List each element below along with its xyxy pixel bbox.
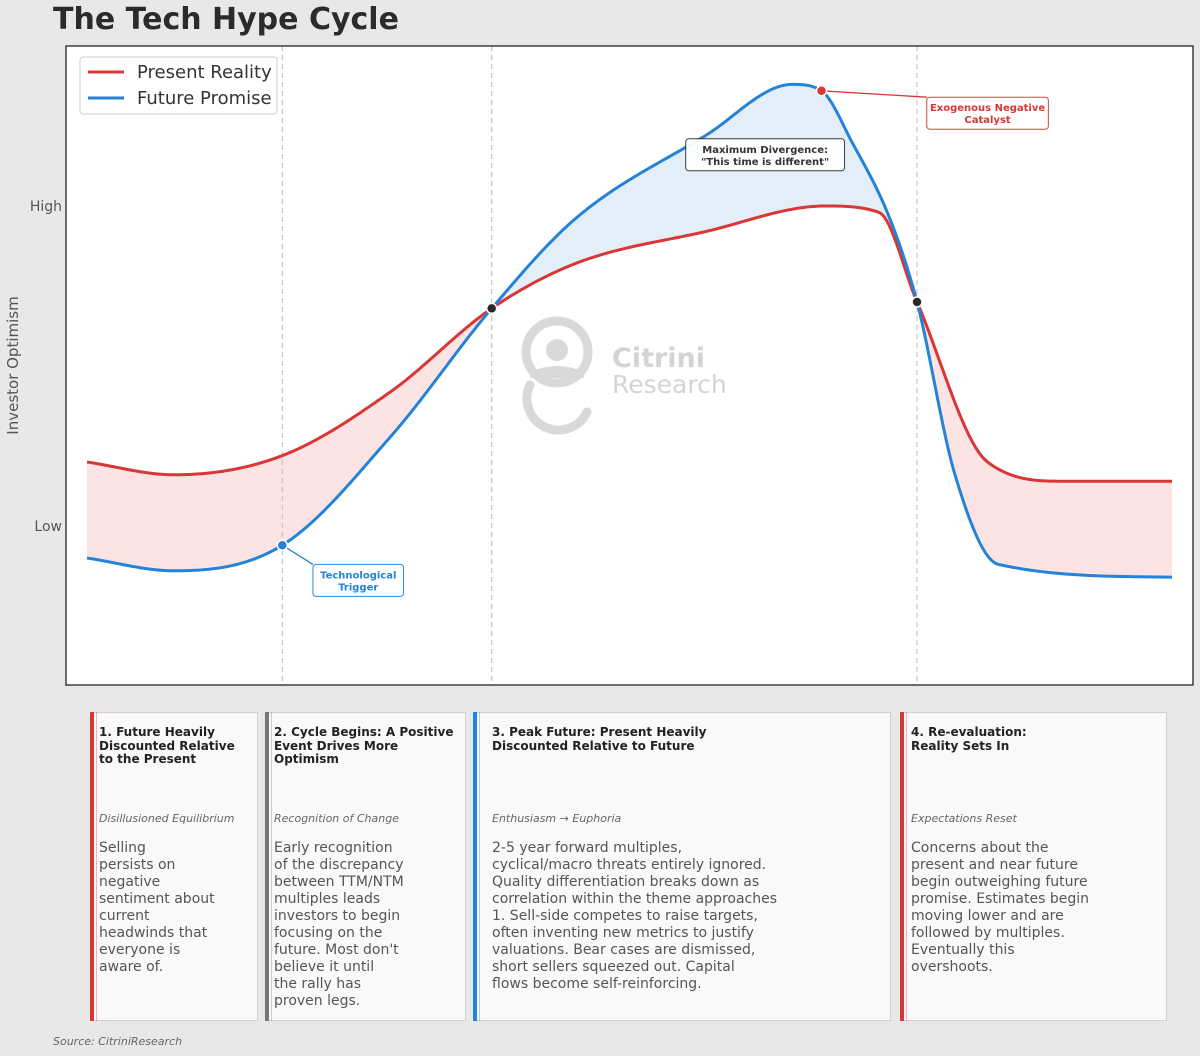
phase-subtitle: Expectations Reset <box>911 812 1017 825</box>
phase-description: Early recognition of the discrepancy bet… <box>274 840 404 1009</box>
watermark-ring <box>521 316 593 388</box>
watermark-c <box>522 380 592 435</box>
phase-card-1: 1. Future Heavily Discounted Relative to… <box>90 712 258 1021</box>
phase-subtitle: Recognition of Change <box>274 812 399 825</box>
marker-point-3 <box>911 296 923 308</box>
annotation-box <box>926 96 1049 130</box>
marker-point-2 <box>485 302 498 315</box>
watermark-line2: Research <box>612 370 727 399</box>
phase-title: 1. Future Heavily Discounted Relative to… <box>99 725 235 766</box>
y-tick-label: High <box>30 199 62 215</box>
legend: Present Reality Future Promise <box>79 56 278 115</box>
legend-entry: Future Promise <box>137 88 272 109</box>
annotation-arrow <box>821 90 927 98</box>
phase-description: Concerns about the present and near futu… <box>911 840 1089 975</box>
phase-title: 2. Cycle Begins: A Positive Event Drives… <box>274 725 454 766</box>
watermark-body <box>530 366 584 378</box>
legend-entry: Present Reality <box>137 62 272 83</box>
plot-area <box>66 46 1193 685</box>
fill-future-below-present <box>87 308 492 571</box>
phase-card-3: 3. Peak Future: Present Heavily Discount… <box>473 712 891 1021</box>
annotation-box <box>312 563 405 597</box>
phase-title: 3. Peak Future: Present Heavily Discount… <box>492 725 707 753</box>
annotation-text: "This time is different" <box>701 157 829 168</box>
phase-description: Selling persists on negative sentiment a… <box>99 840 215 975</box>
phase-title: 4. Re-evaluation: Reality Sets In <box>911 725 1027 753</box>
phase-color-bar <box>900 712 907 1021</box>
series-line-future-promise <box>86 82 1173 579</box>
legend-box <box>79 56 278 115</box>
phase-card-4: 4. Re-evaluation: Reality Sets In Expect… <box>900 712 1167 1021</box>
phase-color-bar <box>265 712 272 1021</box>
watermark-logo: CitriniResearch <box>521 316 727 435</box>
phase-description: 2-5 year forward multiples, cyclical/mac… <box>492 840 778 992</box>
y-axis-label: Investor Optimism <box>4 296 22 434</box>
hype-cycle-chart: CitriniResearch Low High Investor Optimism T… <box>4 45 1194 686</box>
fill-present-above-future <box>917 302 1172 578</box>
annotation-text: Exogenous Negative <box>930 103 1045 114</box>
annotation-arrow <box>281 544 314 565</box>
watermark-line1: Citrini <box>612 343 705 374</box>
marker-point-4 <box>815 85 828 97</box>
annotation-text: Trigger <box>338 582 378 593</box>
phase-color-bar <box>90 712 97 1021</box>
annotation-text: Catalyst <box>964 115 1011 126</box>
marker-point-1 <box>276 539 289 551</box>
phase-color-bar <box>473 712 480 1021</box>
chart-title: The Tech Hype Cycle <box>53 2 399 37</box>
phase-card-2: 2. Cycle Begins: A Positive Event Drives… <box>265 712 466 1021</box>
plot-frame <box>65 45 1194 686</box>
watermark-head <box>546 339 568 361</box>
phase-subtitle: Enthusiasm → Euphoria <box>492 812 622 825</box>
annotation-2: Maximum Divergence:"This time is differe… <box>685 138 846 172</box>
series-line-present-reality <box>86 204 1173 483</box>
annotation-text: Technological <box>320 570 396 581</box>
y-tick-label: Low <box>34 519 62 535</box>
phase-subtitle: Disillusioned Equilibrium <box>99 812 235 825</box>
annotation-box <box>685 138 846 172</box>
annotation-text: Maximum Divergence: <box>702 145 828 156</box>
source-note: Source: CitriniResearch <box>53 1035 183 1048</box>
